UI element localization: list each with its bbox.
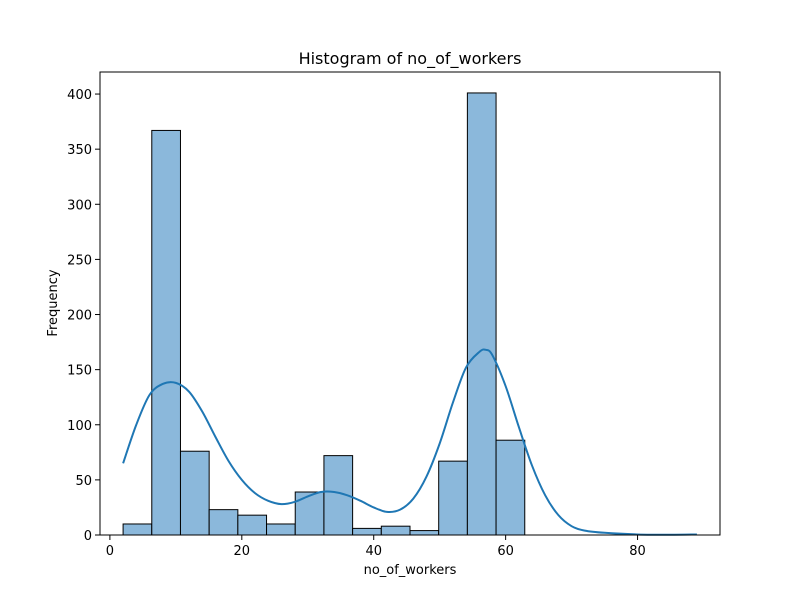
y-tick-label: 400 (67, 88, 92, 103)
y-tick-label: 200 (67, 309, 92, 324)
histogram-bar-9 (352, 527, 382, 536)
y-tick-label: 150 (67, 364, 92, 379)
x-axis-ticks: 0 20 40 60 80 (106, 535, 646, 559)
x-tick-label: 40 (365, 544, 382, 559)
histogram-bar-11 (409, 530, 440, 536)
y-tick-label: 250 (67, 253, 92, 268)
chart-title: Histogram of no_of_workers (299, 49, 522, 69)
histogram-bar-12 (438, 460, 468, 536)
y-tick-label: 50 (75, 474, 92, 489)
histogram-bar-7 (294, 491, 325, 536)
y-tick-label: 100 (67, 419, 92, 434)
x-axis-label: no_of_workers (364, 563, 457, 578)
x-tick-label: 80 (629, 544, 646, 559)
histogram-bar-10 (380, 525, 411, 536)
plot-frame (99, 71, 721, 536)
histogram-bar-6 (266, 523, 296, 536)
y-tick-label: 0 (84, 529, 92, 544)
histogram-bar-4 (208, 509, 239, 536)
histogram-bar-13 (466, 92, 497, 536)
kde-curve (122, 348, 697, 536)
y-tick-label: 300 (67, 198, 92, 213)
x-tick-label: 60 (497, 544, 514, 559)
histogram-bar-3 (179, 450, 210, 536)
histogram-bar-2 (151, 129, 181, 536)
x-tick-label: 0 (106, 544, 114, 559)
histogram-bar-14 (495, 439, 526, 536)
y-axis-label: Frequency (46, 269, 61, 336)
histogram-bar-8 (323, 455, 354, 536)
histogram-bars (122, 92, 526, 536)
y-axis-ticks: 0 50 100 150 200 250 300 350 400 (67, 88, 100, 544)
y-tick-label: 350 (67, 143, 92, 158)
histogram-bar-5 (237, 514, 268, 536)
histogram-bar-1 (122, 523, 153, 536)
x-tick-label: 20 (234, 544, 251, 559)
